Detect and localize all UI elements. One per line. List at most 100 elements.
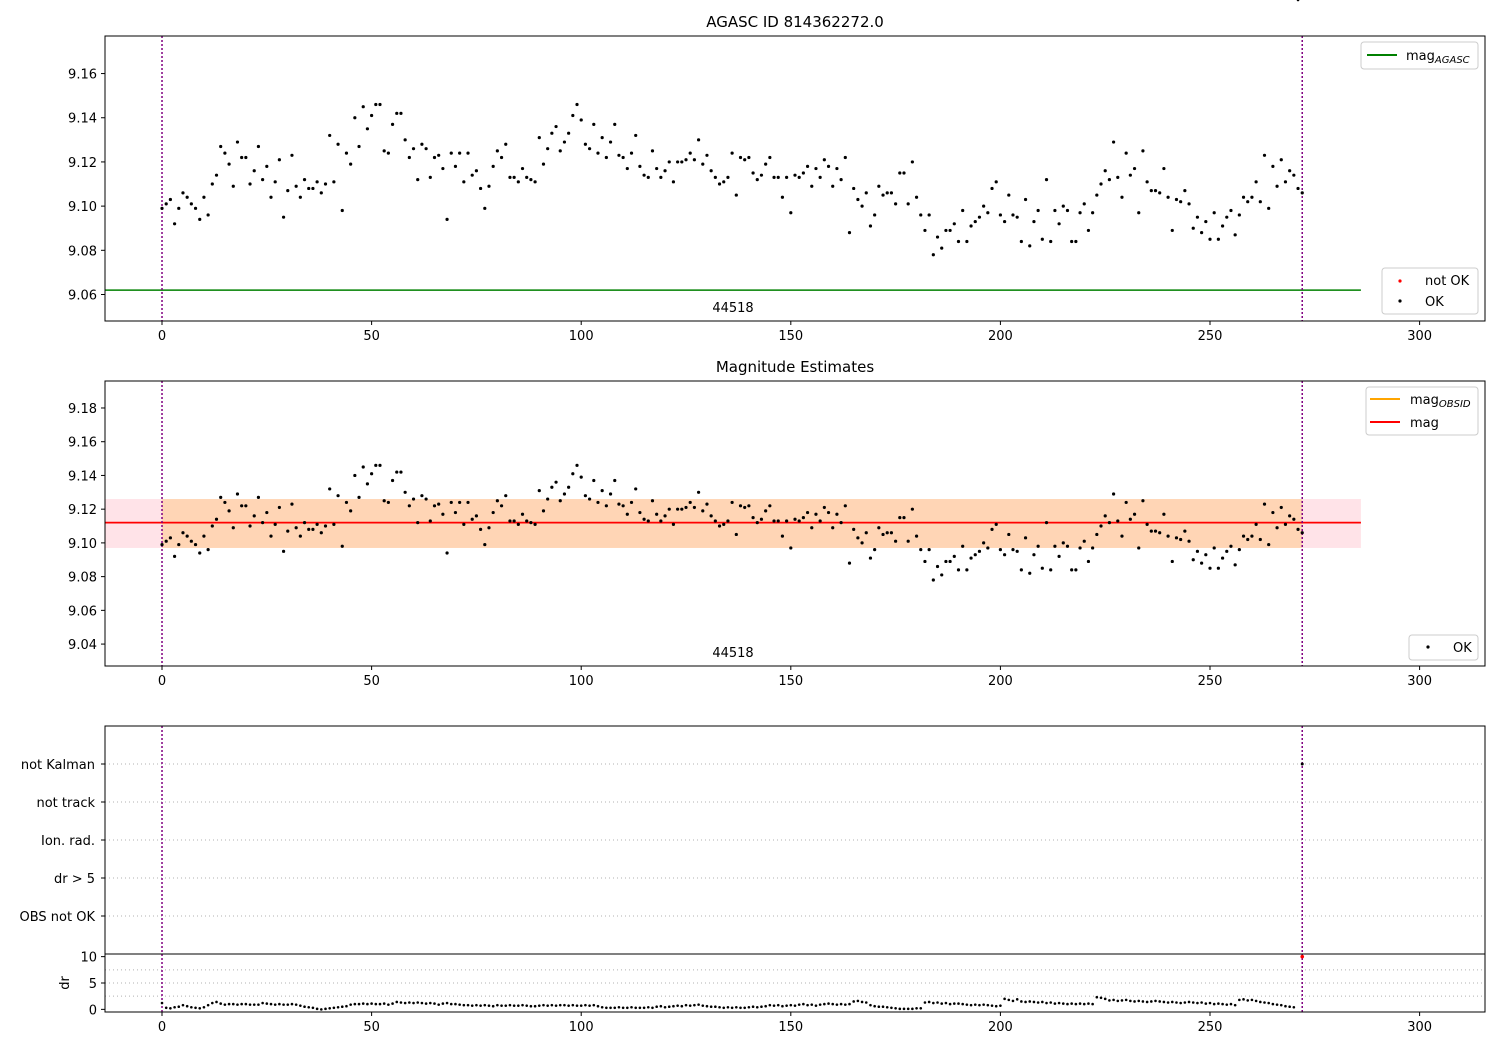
dr-point: [1275, 1003, 1279, 1006]
agasc-legend-label: mag: [1406, 49, 1435, 64]
ok-point: [1258, 200, 1262, 204]
estimate-point: [604, 504, 608, 508]
estimate-point: [1254, 522, 1258, 526]
estimate-point: [868, 556, 873, 560]
dr-point: [567, 1004, 570, 1007]
ok-point: [1149, 189, 1153, 193]
estimate-point: [365, 482, 370, 486]
ok-point: [432, 155, 437, 160]
dr-point: [1066, 1002, 1069, 1006]
dr-point: [546, 1004, 549, 1007]
dr-point: [600, 1005, 604, 1009]
ok-point: [336, 142, 340, 146]
estimate-point: [759, 517, 764, 521]
ok-point: [1028, 244, 1032, 248]
estimate-point: [772, 519, 776, 523]
flag-point: [1300, 762, 1304, 766]
estimate-point: [437, 502, 441, 506]
ok-point: [709, 169, 713, 173]
ok-point: [956, 239, 961, 244]
ok-point: [357, 144, 361, 149]
dr-point: [185, 1004, 189, 1008]
dr-point: [906, 1007, 910, 1011]
estimate-point: [1262, 502, 1267, 506]
estimate-point: [1099, 524, 1103, 528]
ok-point: [437, 153, 441, 157]
dr-point: [579, 1004, 583, 1007]
y-tick-label: 9.10: [68, 200, 97, 215]
ok-point: [902, 171, 906, 175]
ok-point: [625, 166, 629, 171]
ok-point: [1267, 206, 1271, 210]
ok-point: [286, 189, 290, 193]
x-tick-label: 0: [158, 329, 166, 344]
ok-point: [1070, 239, 1074, 244]
dr-point: [806, 1003, 809, 1007]
estimate-point: [596, 500, 600, 505]
dr-point: [680, 1004, 684, 1008]
dr-point: [839, 1002, 843, 1006]
dr-point: [831, 1002, 835, 1006]
dr-axis-label: dr: [58, 976, 73, 990]
ok-point: [772, 175, 776, 179]
dr-panel: 0 50 100 150 200 250 300 0 5 10 dr: [58, 0, 1486, 1035]
ok-point: [1183, 189, 1187, 193]
estimate-point: [785, 519, 789, 523]
dr-point: [898, 1007, 902, 1011]
ok-point: [311, 186, 315, 191]
dr-point: [466, 1003, 470, 1007]
ok-point: [977, 215, 982, 219]
ok-point: [407, 155, 411, 160]
ok-point: [793, 173, 797, 177]
dr-point: [764, 1004, 767, 1008]
estimate-point: [1132, 512, 1137, 516]
ok-point: [1179, 200, 1183, 204]
dr-point: [403, 1001, 407, 1005]
dr-point: [915, 1007, 918, 1010]
ok-point: [361, 105, 365, 109]
estimate-point: [495, 499, 499, 503]
x-tick-label: 250: [1198, 1020, 1223, 1035]
estimate-point: [894, 539, 898, 543]
dr-point: [1296, 0, 1300, 2]
ok-point: [420, 142, 424, 146]
ok-point: [1095, 193, 1099, 197]
ok-point: [416, 178, 420, 182]
estimate-point: [185, 534, 189, 538]
estimate-point: [1065, 544, 1070, 548]
dr-point: [722, 1006, 726, 1010]
dr-point: [730, 1006, 734, 1010]
dr-point: [890, 1006, 893, 1010]
dr-point: [529, 1004, 533, 1008]
ok-point: [734, 193, 738, 197]
estimate-point: [1246, 537, 1250, 542]
dr-point: [1028, 1000, 1032, 1003]
dr-point: [688, 1004, 692, 1007]
dr-point: [1078, 1002, 1082, 1005]
estimate-point: [198, 551, 202, 555]
estimate-point: [1061, 541, 1065, 545]
magnitude-legend-top: magOBSID mag: [1365, 386, 1479, 436]
ok-point: [1091, 211, 1095, 215]
dr-point: [873, 1004, 876, 1008]
estimate-point: [1208, 566, 1212, 570]
estimate-point: [1170, 559, 1174, 564]
estimate-point: [541, 509, 546, 513]
estimate-point: [667, 507, 671, 511]
ok-point: [948, 228, 952, 233]
estimate-point: [307, 527, 311, 532]
ok-point: [185, 195, 189, 199]
estimate-point: [1103, 514, 1107, 518]
estimate-point: [1153, 529, 1158, 533]
dr-point: [605, 1006, 608, 1010]
magnitude-panel-frame: [104, 380, 1486, 667]
estimate-point: [1028, 571, 1032, 575]
ok-point: [1074, 239, 1078, 244]
estimate-point: [1036, 544, 1040, 548]
estimate-point: [206, 548, 210, 552]
agasc-panel-frame: [104, 35, 1486, 322]
dr-point: [1049, 1001, 1053, 1004]
estimate-point: [914, 534, 919, 538]
ok-point: [1111, 140, 1116, 144]
estimate-point: [608, 492, 613, 496]
